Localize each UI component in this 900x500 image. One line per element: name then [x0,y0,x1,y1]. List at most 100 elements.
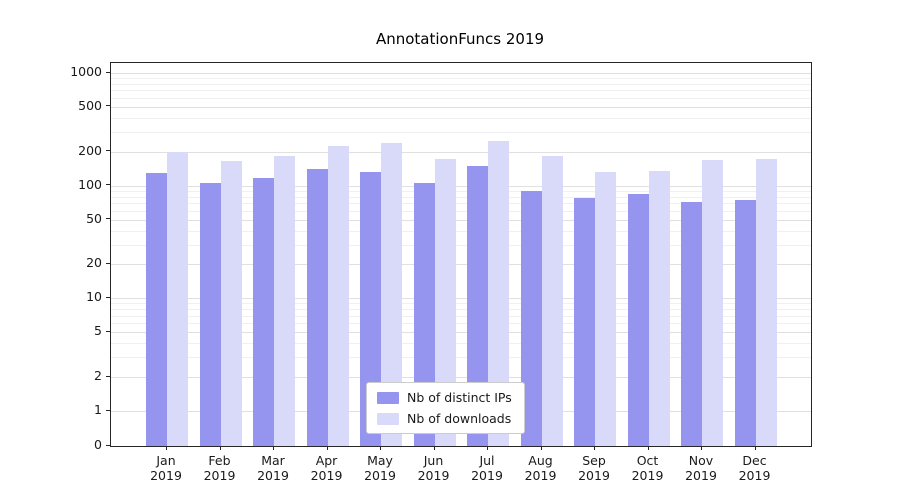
gridline [111,73,811,74]
bar-downloads-feb [220,161,242,446]
y-tick-mark [106,218,110,220]
gridline [111,343,811,345]
gridline [111,117,811,119]
y-tick-mark [106,71,110,73]
y-tick-label: 10 [86,289,102,305]
bar-distinct-ips-may [360,171,381,446]
gridline [111,78,811,80]
bar-distinct-ips-apr [306,169,328,446]
y-tick-label: 1000 [70,64,102,79]
bar-downloads-mar [274,155,295,446]
gridline [111,298,811,300]
x-tick-label: Aug 2019 [524,453,557,483]
gridline [111,83,811,85]
y-tick-mark [106,150,110,152]
y-tick-label: 50 [86,210,102,226]
x-tick-label: Jan 2019 [150,453,182,483]
x-tick-label: May 2019 [364,453,396,483]
y-tick-label: 0 [94,437,102,452]
x-tick-label: Feb 2019 [203,453,236,483]
bar-downloads-jul [488,141,509,446]
plot-area: Nb of distinct IPs Nb of downloads [110,62,812,447]
x-tick-mark [594,446,595,450]
x-tick-label: Jun 2019 [417,453,450,483]
bar-distinct-ips-aug [520,190,542,446]
y-tick-label: 1 [94,402,102,417]
x-tick-label: Nov 2019 [685,453,717,483]
gridline [111,196,811,198]
gridline [111,303,811,305]
bar-downloads-aug [541,155,563,446]
gridline [111,219,811,221]
x-tick-mark [647,446,649,450]
bar-distinct-ips-mar [253,177,274,446]
legend: Nb of distinct IPs Nb of downloads [366,382,525,434]
y-tick-mark [106,262,110,264]
y-tick-mark [106,409,110,411]
bar-downloads-may [381,142,402,446]
gridline [111,97,811,99]
x-tick-label: Jul 2019 [471,453,503,483]
y-tick-label: 200 [78,142,102,158]
x-tick-label: Sep 2019 [578,453,610,483]
chart-title: AnnotationFuncs 2019 [375,30,545,48]
gridline [111,106,811,108]
gridline [111,309,811,311]
gridline [111,203,811,205]
x-tick-mark [326,446,328,450]
y-tick-label: 5 [94,323,102,339]
gridline [111,90,811,92]
legend-item-distinct-ips: Nb of distinct IPs [377,390,512,405]
bar-distinct-ips-jun [413,183,435,446]
x-tick-mark [166,446,167,450]
bar-distinct-ips-nov [681,202,702,446]
y-tick-label: 500 [78,97,102,113]
y-tick-mark [106,444,110,446]
x-tick-mark [433,446,435,450]
bar-downloads-nov [702,160,723,446]
legend-label-distinct-ips: Nb of distinct IPs [407,390,512,405]
gridline [111,323,811,325]
x-tick-label: Oct 2019 [631,453,664,483]
gridline [111,190,811,192]
gridline [111,185,811,187]
bar-distinct-ips-oct [627,194,649,446]
x-tick-mark [487,446,488,450]
bar-distinct-ips-jul [467,166,488,446]
bar-distinct-ips-jan [146,172,167,446]
gridline [111,332,811,334]
bar-distinct-ips-dec [734,200,756,446]
gridline [111,210,811,212]
gridline [111,357,811,359]
y-tick-label: 20 [86,255,102,271]
bar-downloads-apr [327,145,349,446]
y-tick-mark [106,296,110,298]
bar-downloads-jun [434,159,456,446]
gridline [111,151,811,153]
y-tick-mark [106,375,110,377]
gridline [111,377,811,379]
x-tick-mark [754,446,756,450]
x-tick-label: Apr 2019 [310,453,343,483]
bar-distinct-ips-feb [199,183,221,446]
bar-downloads-sep [595,171,616,446]
y-tick-mark [106,105,110,107]
bar-downloads-dec [755,158,777,446]
legend-swatch-downloads [377,412,399,425]
bar-distinct-ips-sep [574,197,595,446]
x-tick-mark [219,446,221,450]
y-tick-mark [106,184,110,186]
gridline [111,244,811,246]
y-tick-mark [106,330,110,332]
bar-downloads-oct [648,171,670,446]
bar-downloads-jan [167,151,188,446]
x-tick-mark [380,446,381,450]
gridline [111,315,811,317]
x-tick-mark [273,446,274,450]
legend-label-downloads: Nb of downloads [407,411,512,426]
x-tick-label: Mar 2019 [257,453,289,483]
x-tick-mark [540,446,542,450]
legend-item-downloads: Nb of downloads [377,411,512,426]
x-tick-mark [701,446,702,450]
